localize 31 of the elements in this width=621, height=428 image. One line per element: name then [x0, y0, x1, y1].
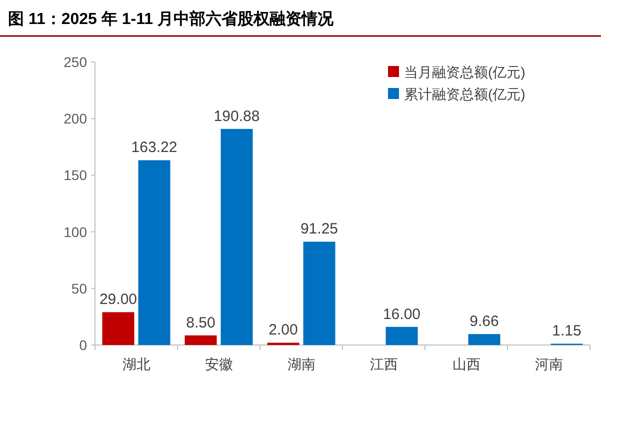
bar	[138, 160, 170, 345]
data-label: 190.88	[214, 108, 260, 125]
data-label: 1.15	[552, 322, 582, 340]
y-tick-label: 150	[64, 167, 88, 184]
bar	[386, 326, 418, 345]
bar	[220, 128, 253, 345]
data-label: 16.00	[382, 306, 421, 323]
legend-label: 累计融资总额(亿元)	[404, 86, 526, 102]
bar	[303, 242, 336, 345]
data-label: 2.00	[268, 322, 298, 339]
legend-label: 当月融资总额(亿元)	[404, 64, 526, 80]
y-tick-label: 250	[64, 54, 88, 70]
x-tick-label: 江西	[370, 356, 398, 372]
chart-title: 图 11：2025 年 1-11 月中部六省股权融资情况	[8, 10, 334, 28]
data-label: 163.22	[131, 139, 178, 156]
y-tick-label: 50	[71, 280, 88, 296]
data-label: 91.25	[300, 220, 338, 238]
x-tick-label: 河南	[534, 356, 563, 372]
bar	[102, 312, 134, 345]
data-label: 9.66	[470, 313, 499, 330]
bar	[468, 334, 500, 345]
bar	[184, 335, 217, 345]
y-tick-label: 100	[64, 224, 88, 240]
data-label: 29.00	[99, 291, 138, 308]
x-tick-label: 湖南	[287, 356, 316, 372]
y-tick-label: 200	[64, 110, 88, 127]
y-tick-label: 0	[79, 337, 88, 353]
x-tick-label: 湖北	[122, 356, 150, 372]
data-label: 8.50	[186, 314, 216, 332]
x-tick-label: 山西	[452, 356, 480, 372]
x-tick-label: 安徽	[204, 356, 233, 372]
